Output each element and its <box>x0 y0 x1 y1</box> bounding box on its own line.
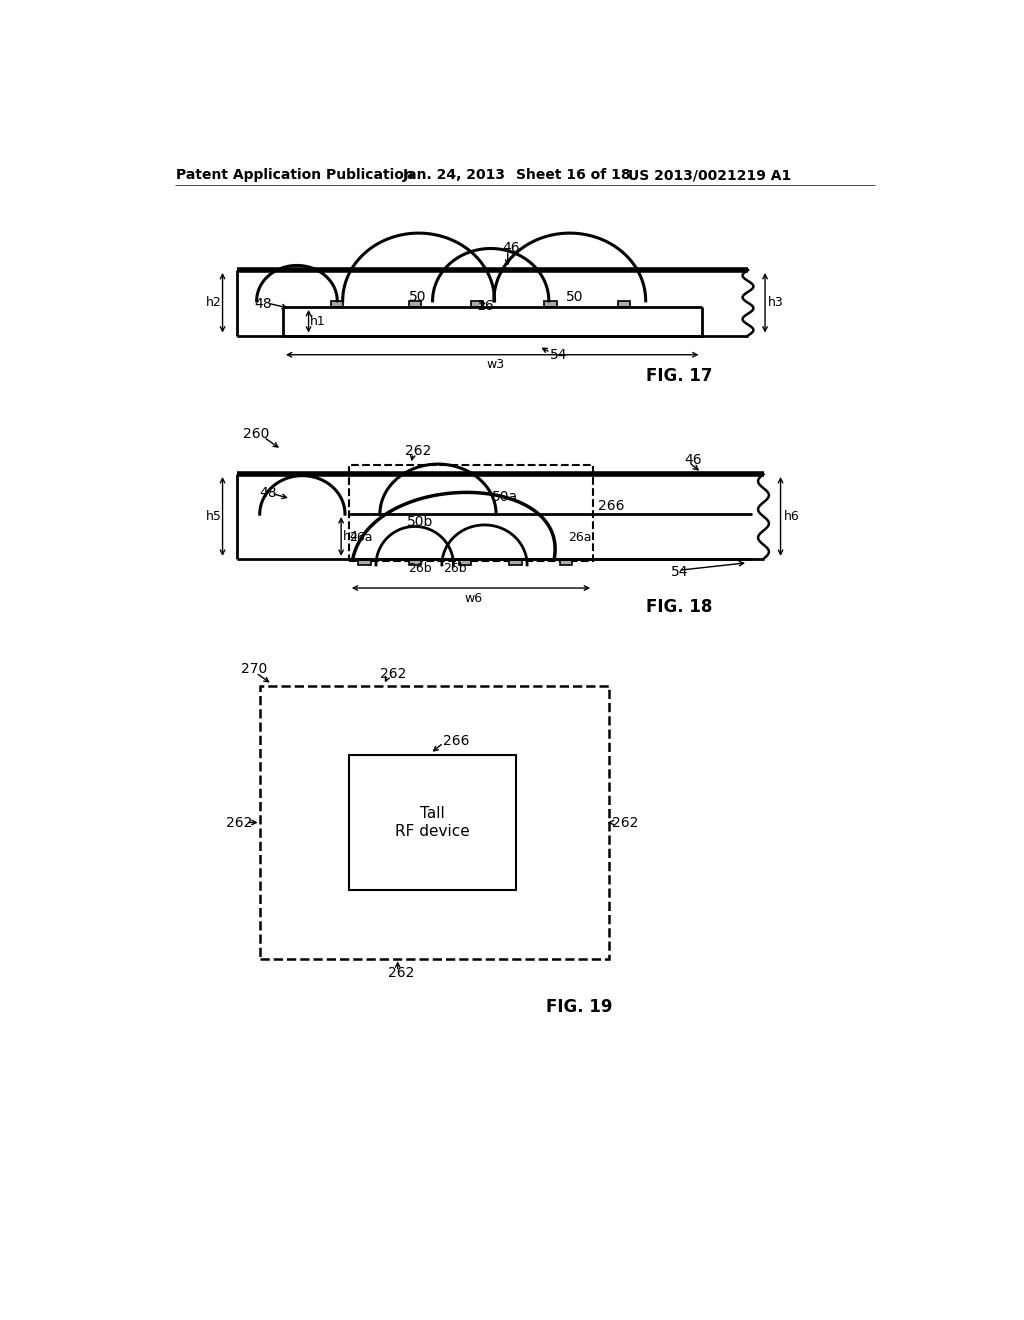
Text: h1: h1 <box>310 314 326 327</box>
Text: 266: 266 <box>442 734 469 748</box>
Text: 50: 50 <box>410 290 427 304</box>
Text: 26b: 26b <box>409 562 432 576</box>
Bar <box>471 301 483 308</box>
Text: h4: h4 <box>343 529 358 543</box>
Text: 54: 54 <box>550 347 568 362</box>
Bar <box>260 686 608 960</box>
Text: 50: 50 <box>566 290 584 304</box>
Text: 266: 266 <box>598 499 625 513</box>
Bar <box>409 301 421 308</box>
Text: Tall: Tall <box>420 805 444 821</box>
Text: h2: h2 <box>206 296 221 309</box>
Bar <box>349 755 515 890</box>
Text: Jan. 24, 2013: Jan. 24, 2013 <box>403 169 506 182</box>
Bar <box>349 465 593 561</box>
Bar <box>560 558 572 565</box>
Text: 54: 54 <box>671 565 688 579</box>
Text: 262: 262 <box>380 668 407 681</box>
Bar <box>617 301 630 308</box>
Text: 26a: 26a <box>349 531 373 544</box>
Text: 26a: 26a <box>568 531 592 544</box>
Text: 46: 46 <box>503 242 520 256</box>
Text: 50a: 50a <box>493 490 518 504</box>
Text: 48: 48 <box>260 486 278 499</box>
Bar <box>331 301 343 308</box>
Text: FIG. 17: FIG. 17 <box>646 367 713 384</box>
Text: 46: 46 <box>684 453 702 467</box>
Text: 26b: 26b <box>442 562 466 576</box>
Bar <box>544 301 557 308</box>
Text: Sheet 16 of 18: Sheet 16 of 18 <box>515 169 630 182</box>
Text: 262: 262 <box>225 816 252 829</box>
Bar <box>459 558 471 565</box>
Text: 260: 260 <box>243 428 269 441</box>
Text: 50b: 50b <box>407 515 433 529</box>
Text: h6: h6 <box>783 510 800 523</box>
Text: 16: 16 <box>477 300 495 313</box>
Text: FIG. 18: FIG. 18 <box>646 598 712 615</box>
Text: h3: h3 <box>768 296 784 309</box>
Text: Patent Application Publication: Patent Application Publication <box>176 169 414 182</box>
Text: w3: w3 <box>486 358 504 371</box>
Text: 262: 262 <box>388 966 414 979</box>
Text: 48: 48 <box>254 297 272 312</box>
Text: US 2013/0021219 A1: US 2013/0021219 A1 <box>628 169 792 182</box>
Bar <box>358 558 371 565</box>
Text: 270: 270 <box>241 661 267 676</box>
Text: w6: w6 <box>465 591 483 605</box>
Text: FIG. 19: FIG. 19 <box>547 998 613 1016</box>
Text: RF device: RF device <box>395 824 470 840</box>
Text: h5: h5 <box>206 510 221 523</box>
Bar <box>509 558 521 565</box>
Bar <box>409 558 421 565</box>
Text: 262: 262 <box>612 816 639 829</box>
Text: 262: 262 <box>404 444 431 458</box>
